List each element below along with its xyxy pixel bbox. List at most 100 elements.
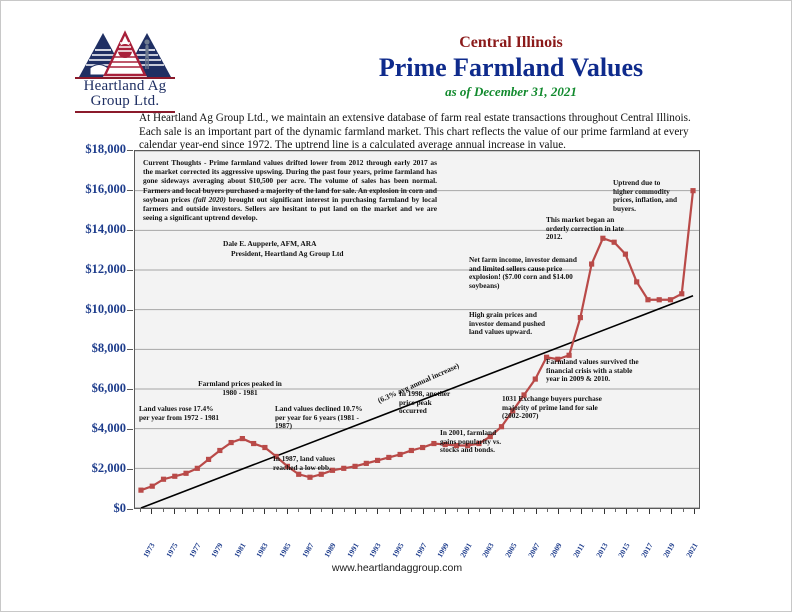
y-axis-tick [127,229,133,231]
x-axis-tick [513,509,515,514]
signature-title: President, Heartland Ag Group Ltd [231,249,344,258]
y-axis-tick [127,389,133,391]
farmland-values-chart: Current Thoughts - Prime farmland values… [134,150,700,509]
logo-rule-bottom [75,111,175,113]
logo-wordmark: Heartland Ag Group Ltd. [69,79,181,109]
x-axis-tick-label: 1999 [435,541,451,559]
x-axis-tick-label: 2003 [480,541,497,559]
x-axis-tick [569,509,571,512]
x-axis-tick-label: 2011 [571,541,587,559]
y-axis-tick-label: $14,000 [85,221,126,236]
x-axis-tick [456,509,458,512]
x-axis-tick [377,509,379,514]
x-axis-tick [162,509,164,512]
document-header: Heartland Ag Group Ltd. Central Illinois… [1,1,792,113]
x-axis-tick [275,509,277,512]
x-axis-tick [603,509,605,514]
chart-plot-area [135,151,699,508]
x-axis-tick [140,509,141,512]
x-axis-tick-label: 1975 [164,541,180,559]
x-axis-tick [286,509,288,514]
x-axis-tick [660,509,662,512]
x-axis-tick [445,509,447,514]
as-of-date: as of December 31, 2021 [445,84,577,99]
x-axis-tick-label: 1981 [231,541,248,559]
x-axis-tick [682,509,684,512]
annotation-financial-crisis: Farmland values survived the financial c… [546,357,639,384]
y-axis-tick [127,309,133,311]
x-axis-tick [332,509,334,514]
x-axis-tick-label: 2005 [503,541,519,559]
y-axis-tick [127,189,133,191]
annotation-uptrend-commodity: Uptrend due to higher commodity prices, … [613,178,678,213]
x-axis-tick [219,509,221,514]
y-axis-tick-label: $12,000 [85,261,126,276]
x-axis-tick [320,509,322,512]
x-axis-tick-label: 1973 [141,541,157,559]
logo-line-2: Group Ltd. [90,93,160,109]
x-axis-tick-label: 1979 [209,541,225,559]
x-axis-tick-label: 1991 [345,541,361,559]
page-title: Prime Farmland Values [378,53,644,82]
x-axis-tick-label: 1987 [299,541,316,559]
x-axis-tick-label: 2021 [684,541,700,559]
annotation-exchange-1031: 1031 Exchange buyers purchase majority o… [502,394,602,421]
x-axis-tick [411,509,413,512]
region-title: Central Illinois [459,34,563,51]
signature-name: Dale E. Aupperle, AFM, ARA [223,239,317,248]
y-axis-tick [127,429,133,431]
annotation-low-ebb-1987: In 1987, land values reached a low ebb. [273,454,336,472]
x-axis-tick [433,509,435,512]
x-axis-tick [490,509,492,514]
annotation-farmland-peaked: Farmland prices peaked in 1980 - 1981 [198,379,282,397]
x-axis-tick [298,509,300,512]
x-axis-tick [207,509,209,512]
x-axis-tick [501,509,503,512]
x-axis-tick [241,509,243,514]
y-axis-tick [127,469,133,471]
annotation-orderly-correction: This market began an orderly correction … [546,215,624,242]
intro-paragraph: At Heartland Ag Group Ltd., we maintain … [139,112,691,152]
y-axis-tick-label: $4,000 [91,421,126,436]
annotation-peak-1998: In 1998, another price peak occurred [399,389,451,416]
x-axis-tick [264,509,266,514]
farmland-value-series [138,188,696,493]
current-thoughts-body2: brought out significant interest in purc… [143,194,437,223]
x-axis-tick-label: 2009 [548,541,564,559]
x-axis-tick [309,509,311,514]
x-axis-tick [580,509,582,514]
x-axis-tick [648,509,650,514]
y-axis-tick-label: $6,000 [91,381,126,396]
annotation-popularity-2001: In 2001, farmland gains popularity vs. s… [440,428,502,455]
y-axis-tick-label: $2,000 [91,461,126,476]
x-axis-tick-label: 2015 [616,541,632,559]
y-axis-tick-label: $10,000 [85,301,126,316]
signature-block: Dale E. Aupperle, AFM, ARA President, He… [223,239,453,259]
x-axis-tick [626,509,628,514]
x-axis-tick-label: 1993 [367,541,384,559]
x-axis-tick-label: 2017 [638,541,655,559]
x-axis-tick [671,509,673,514]
x-axis-tick-label: 2013 [593,541,610,559]
x-axis-tick-label: 2001 [458,541,474,559]
current-thoughts-body: - Prime farmland values drifted lower fr… [143,158,437,204]
y-axis-tick-label: $0 [113,501,127,515]
y-axis-tick-label: $8,000 [91,341,126,356]
x-axis-tick [343,509,345,512]
x-axis-tick [185,509,187,512]
y-axis-tick [127,509,133,510]
x-axis-tick [196,509,198,514]
x-axis-tick [422,509,424,514]
x-axis-tick-label: 1989 [322,541,338,559]
current-thoughts-italic: (fall 2020) [193,194,226,204]
title-block: Central Illinois Prime Farmland Values a… [301,33,721,101]
x-axis-tick [253,509,255,512]
x-axis-tick-label: 1985 [277,541,293,559]
x-axis-tick-label: 1997 [412,541,429,559]
y-axis-tick-label: $16,000 [85,181,126,196]
x-axis-tick [592,509,594,512]
x-axis-tick-label: 2019 [661,541,677,559]
x-axis-tick [479,509,481,512]
chart-gridlines [135,151,699,508]
